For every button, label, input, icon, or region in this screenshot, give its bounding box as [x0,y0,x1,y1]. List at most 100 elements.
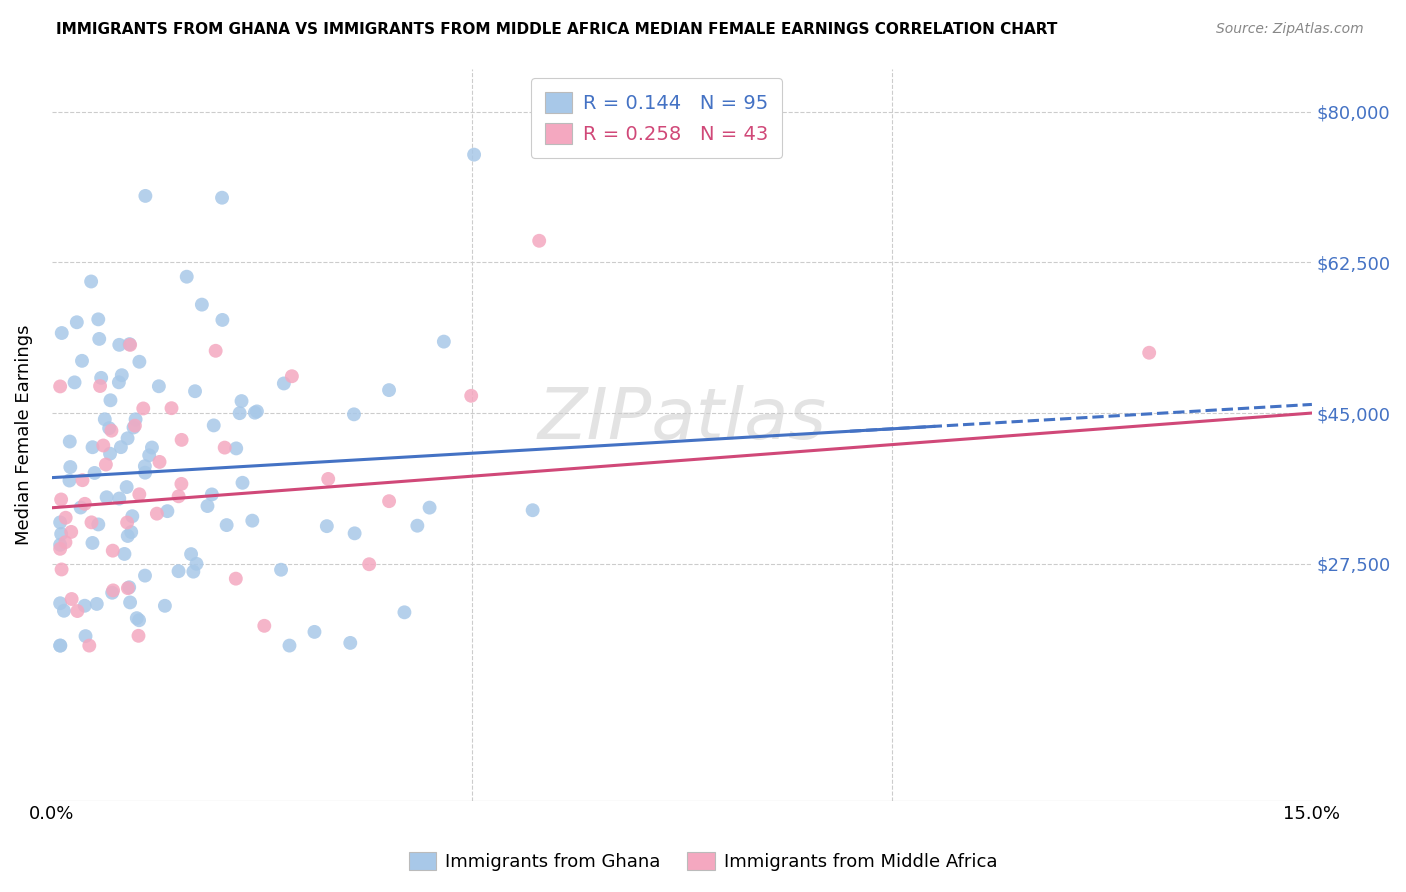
Point [60,592,83,607]
Point [91,438,114,452]
Point [167,564,190,578]
Point [211,313,233,327]
Point [278,639,301,653]
Legend: R = 0.144   N = 95, R = 0.258   N = 43: R = 0.144 N = 95, R = 0.258 N = 43 [531,78,782,158]
Point [527,234,550,248]
Point [184,384,207,399]
Point [75,629,97,643]
Point [108,491,131,506]
Point [118,580,141,594]
Point [80,275,103,289]
Point [197,499,219,513]
Point [98,421,121,435]
Point [146,507,169,521]
Point [101,586,124,600]
Point [90,371,112,385]
Point [108,338,131,352]
Point [128,355,150,369]
Text: Source: ZipAtlas.com: Source: ZipAtlas.com [1216,22,1364,37]
Point [273,376,295,391]
Point [253,619,276,633]
Legend: Immigrants from Ghana, Immigrants from Middle Africa: Immigrants from Ghana, Immigrants from M… [402,845,1004,879]
Point [89,332,111,346]
Point [55,535,77,549]
Point [120,525,142,540]
Point [281,369,304,384]
Point [183,565,205,579]
Point [86,597,108,611]
Point [231,394,253,409]
Point [117,431,139,445]
Point [115,516,138,530]
Point [122,420,145,434]
Point [433,334,456,349]
Point [108,376,131,390]
Point [167,489,190,503]
Point [87,312,110,326]
Point [134,568,156,582]
Point [406,518,429,533]
Point [127,629,149,643]
Point [191,298,214,312]
Point [114,547,136,561]
Point [125,611,148,625]
Point [66,315,89,329]
Point [134,459,156,474]
Point [70,354,93,368]
Point [117,581,139,595]
Point [63,376,86,390]
Point [100,393,122,408]
Point [96,490,118,504]
Point [128,613,150,627]
Point [343,408,366,422]
Point [79,639,101,653]
Point [134,466,156,480]
Point [59,460,82,475]
Point [111,368,134,383]
Point [1137,345,1160,359]
Point [51,326,73,340]
Point [170,433,193,447]
Point [378,383,401,397]
Point [522,503,544,517]
Point [124,418,146,433]
Point [153,599,176,613]
Point [176,269,198,284]
Point [89,379,111,393]
Point [101,583,124,598]
Point [243,406,266,420]
Point [59,434,82,449]
Point [148,379,170,393]
Point [211,191,233,205]
Point [118,337,141,351]
Point [378,494,401,508]
Point [160,401,183,416]
Point [304,624,326,639]
Point [115,480,138,494]
Point [202,418,225,433]
Point [339,636,361,650]
Point [58,474,80,488]
Point [83,466,105,480]
Point [170,476,193,491]
Point [156,504,179,518]
Text: ZIPatlas: ZIPatlas [537,385,827,454]
Text: IMMIGRANTS FROM GHANA VS IMMIGRANTS FROM MIDDLE AFRICA MEDIAN FEMALE EARNINGS CO: IMMIGRANTS FROM GHANA VS IMMIGRANTS FROM… [56,22,1057,37]
Point [49,492,72,507]
Point [120,338,142,352]
Point [100,424,122,438]
Point [80,516,103,530]
Point [51,562,73,576]
Point [49,379,72,393]
Point [66,604,89,618]
Point [124,412,146,426]
Point [316,472,339,486]
Point [51,527,73,541]
Point [240,514,263,528]
Point [148,455,170,469]
Point [49,516,72,530]
Point [214,441,236,455]
Point [460,389,482,403]
Point [138,448,160,462]
Point [180,547,202,561]
